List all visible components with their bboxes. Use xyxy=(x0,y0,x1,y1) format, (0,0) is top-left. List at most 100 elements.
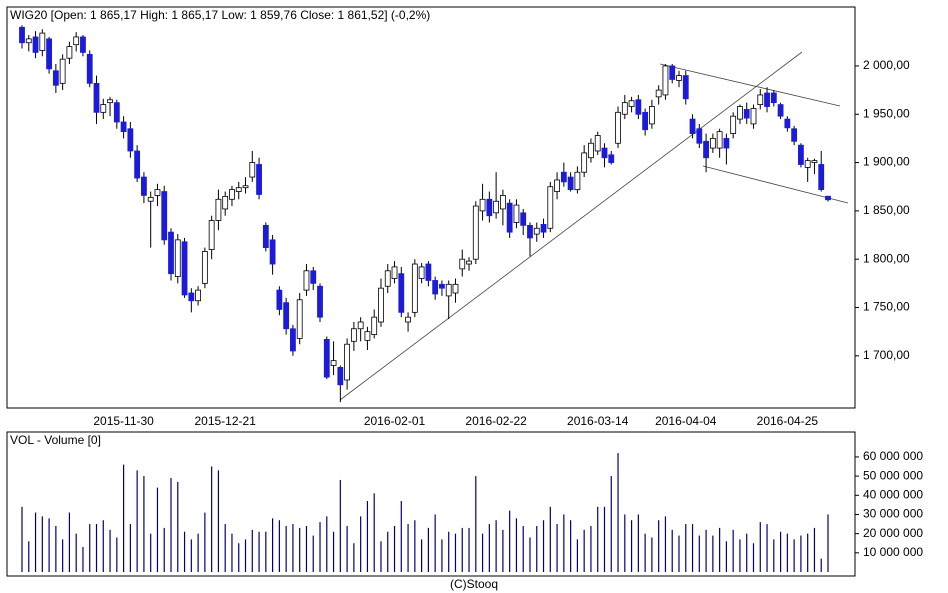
candle-body xyxy=(615,111,621,144)
candle-body xyxy=(770,92,777,104)
candle-body xyxy=(384,270,391,287)
candle-body xyxy=(608,154,615,163)
candle-body xyxy=(723,138,730,149)
candle-body xyxy=(669,65,676,80)
candle-body xyxy=(25,38,32,44)
candle-body xyxy=(425,263,432,281)
y-tick-label: 60 000 000 xyxy=(863,449,923,463)
candle-body xyxy=(391,266,398,279)
candle-body xyxy=(229,189,235,200)
candle-body xyxy=(235,187,242,192)
candle-body xyxy=(127,128,134,152)
candle-body xyxy=(371,316,378,335)
candle-body xyxy=(798,144,804,165)
candle-body xyxy=(750,108,757,125)
candle-body xyxy=(59,58,66,84)
candle-body xyxy=(696,128,703,144)
candle-body xyxy=(86,53,93,84)
candle-body xyxy=(791,128,798,142)
candle-body xyxy=(168,231,174,275)
candle-body xyxy=(269,239,276,265)
candle-body xyxy=(181,241,188,296)
candle-body xyxy=(662,65,669,96)
candle-body xyxy=(19,26,25,44)
candle-body xyxy=(100,104,107,113)
candle-body xyxy=(743,109,750,119)
candle-body xyxy=(154,189,161,196)
candle-body xyxy=(439,283,445,289)
y-tick-label: 1 950,00 xyxy=(863,106,910,120)
y-tick-label: 2 000,00 xyxy=(863,58,910,72)
candle-body xyxy=(330,360,337,366)
candle-body xyxy=(405,316,411,323)
candle-body xyxy=(107,99,113,104)
candle-body xyxy=(513,204,520,223)
x-tick-label: 2016-04-25 xyxy=(757,414,819,428)
candle-body xyxy=(161,191,168,241)
candle-body xyxy=(52,70,59,86)
x-tick-label: 2016-02-01 xyxy=(364,414,426,428)
candle-body xyxy=(310,270,317,284)
y-tick-label: 20 000 000 xyxy=(863,526,923,540)
candle-body xyxy=(344,343,351,381)
x-tick-label: 2015-12-21 xyxy=(194,414,256,428)
x-tick-label: 2016-03-14 xyxy=(567,414,629,428)
candle-body xyxy=(737,106,743,120)
candle-body xyxy=(337,367,344,386)
candle-body xyxy=(689,118,696,134)
candle-body xyxy=(256,164,262,195)
candle-body xyxy=(39,32,46,51)
candle-body xyxy=(350,328,357,342)
candle-body xyxy=(581,152,588,173)
y-tick-label: 1 900,00 xyxy=(863,155,910,169)
candle-body xyxy=(642,111,649,131)
candle-body xyxy=(188,292,195,302)
volume-title: VOL - Volume [0] xyxy=(10,433,101,447)
candle-body xyxy=(499,195,506,210)
y-tick-label: 40 000 000 xyxy=(863,487,923,501)
candle-body xyxy=(242,185,249,189)
candle-body xyxy=(290,328,296,352)
candle-body xyxy=(215,198,222,221)
candle-body xyxy=(317,285,323,318)
candle-body xyxy=(93,82,100,113)
y-tick-label: 50 000 000 xyxy=(863,468,923,482)
candle-body xyxy=(601,147,608,159)
candle-body xyxy=(418,266,425,279)
candle-body xyxy=(574,171,581,191)
candle-body xyxy=(588,142,594,159)
candle-body xyxy=(520,212,527,226)
candle-body xyxy=(682,75,689,100)
price-panel xyxy=(6,6,856,409)
candle-body xyxy=(134,150,141,179)
candle-body xyxy=(560,171,567,183)
candle-body xyxy=(445,283,452,297)
candle-body xyxy=(655,89,662,98)
x-tick-label: 2016-02-22 xyxy=(465,414,527,428)
candle-body xyxy=(276,289,283,310)
candle-body xyxy=(262,224,269,248)
candle-body xyxy=(493,200,500,214)
candle-body xyxy=(120,121,127,133)
candle-body xyxy=(249,162,256,178)
candle-body xyxy=(628,100,635,107)
y-tick-label: 30 000 000 xyxy=(863,507,923,521)
candle-body xyxy=(357,321,364,330)
candle-body xyxy=(80,36,86,53)
candle-body xyxy=(621,102,628,115)
candle-body xyxy=(716,131,723,149)
candle-body xyxy=(811,160,818,163)
candle-body xyxy=(554,179,560,192)
candle-body xyxy=(709,138,716,149)
y-tick-label: 10 000 000 xyxy=(863,545,923,559)
candle-body xyxy=(283,302,290,330)
candle-body xyxy=(208,220,215,250)
candle-body xyxy=(411,263,418,313)
candle-body xyxy=(730,115,737,134)
y-tick-label: 1 850,00 xyxy=(863,203,910,217)
candle-body xyxy=(73,36,80,46)
candle-body xyxy=(676,75,682,81)
candle-body xyxy=(594,135,601,152)
candle-body xyxy=(527,224,533,239)
